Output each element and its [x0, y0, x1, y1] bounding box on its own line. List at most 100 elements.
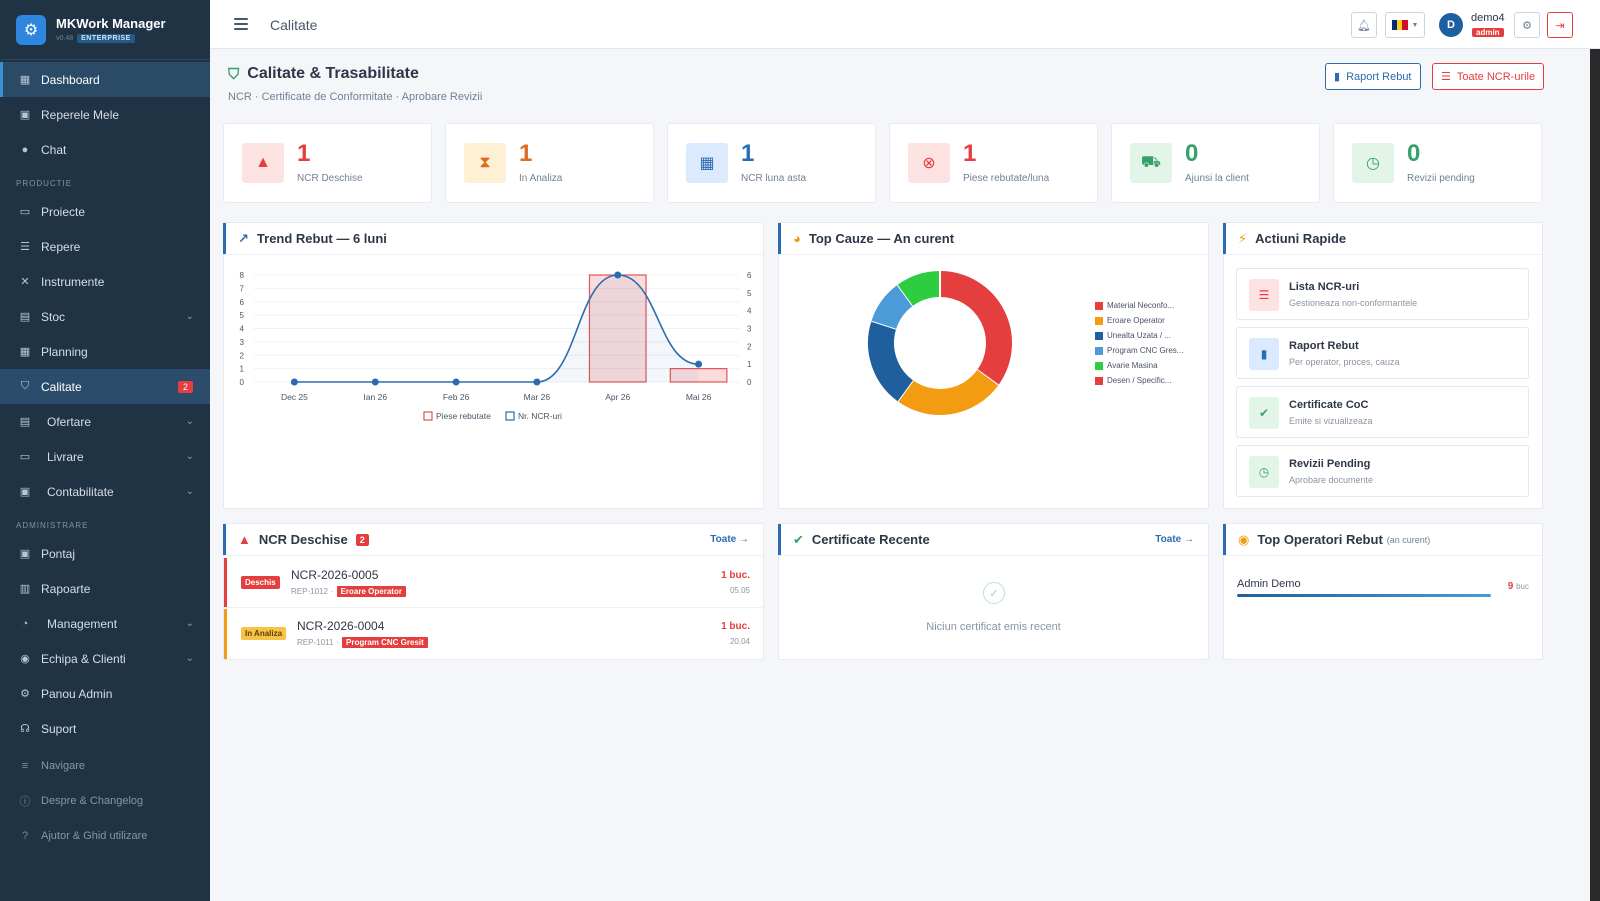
username: demo4 [1471, 12, 1505, 24]
stat-card-piese-rebutate[interactable]: ⊗ 1 Piese rebutate/luna [889, 123, 1098, 203]
stat-card-revizii-pending[interactable]: ◷ 0 Revizii pending [1333, 123, 1542, 203]
sidebar-item-rapoarte[interactable]: ▥ Rapoarte [0, 571, 210, 606]
top-operatori-card: ◉ Top Operatori Rebut (an curent) Admin … [1223, 523, 1543, 660]
x-tick-label: Ian 26 [363, 392, 387, 402]
logout-button[interactable]: ⇥ [1547, 12, 1573, 38]
donut-slice[interactable] [868, 320, 914, 402]
check-badge-icon: ✔ [1249, 397, 1279, 429]
ncr-qty: 1 buc. [721, 570, 750, 581]
quick-action-raport-rebut[interactable]: ▮ Raport Rebut Per operator, proces, cau… [1236, 327, 1529, 379]
settings-button[interactable]: ⚙ [1514, 12, 1540, 38]
sidebar-item-management[interactable]: ◔ Management ⌄ [0, 606, 210, 641]
legend-item[interactable]: Eroare Operator [1095, 313, 1183, 328]
help-icon: ? [21, 829, 29, 842]
bell-icon: 🔔︎ [1357, 19, 1371, 32]
sidebar-item-despre[interactable]: ⓘ Despre & Changelog [0, 783, 210, 818]
section-administrare: ADMINISTRARE [16, 521, 89, 530]
brand[interactable]: ⚙ MKWork Manager v0.48 ENTERPRISE [0, 0, 210, 60]
sidebar-item-ajutor[interactable]: ? Ajutor & Ghid utilizare [0, 818, 210, 853]
ncr-id[interactable]: NCR-2026-0004 [297, 619, 385, 633]
bar-piese-rebutate [669, 368, 728, 383]
sidebar-item-label: Stoc [41, 309, 66, 324]
legend-label: Program CNC Gres... [1107, 346, 1184, 355]
shield-check-icon: ⛉ [228, 65, 240, 83]
ncr-meta: REP-1012 · Eroare Operator [291, 586, 406, 597]
card-title: Trend Rebut — 6 luni [256, 231, 387, 246]
sidebar-item-suport[interactable]: ☊ Suport [0, 711, 210, 746]
legend-label: Avarie Masina [1107, 361, 1158, 370]
legend-item[interactable]: Avarie Masina [1095, 358, 1183, 373]
sidebar-item-ofertare[interactable]: ▤ Ofertare ⌄ [0, 404, 210, 439]
boxes-icon: ▤ [19, 311, 31, 323]
ncr-id[interactable]: NCR-2026-0005 [291, 568, 379, 582]
chat-icon: ● [21, 143, 29, 156]
stat-card-ncr-luna[interactable]: ▦ 1 NCR luna asta [667, 123, 876, 203]
sidebar-item-repere[interactable]: ☰ Repere [0, 229, 210, 264]
point-nr-ncr [452, 378, 460, 386]
sidebar-item-chat[interactable]: ● Chat [0, 132, 210, 167]
stat-value: 1 [297, 140, 311, 167]
sidebar-item-label: Proiecte [41, 204, 86, 219]
sidebar-item-instrumente[interactable]: ✕ Instrumente [0, 264, 210, 299]
sidebar-item-panou-admin[interactable]: ⚙ Panou Admin [0, 676, 210, 711]
sidebar-item-calitate[interactable]: ⛉ Calitate 2 [0, 369, 210, 404]
legend-item[interactable]: Program CNC Gres... [1095, 343, 1183, 358]
quick-action-revizii[interactable]: ◷ Revizii Pending Aprobare documente [1236, 445, 1529, 497]
sidebar-item-label: Pontaj [41, 546, 76, 561]
caret-down-icon: ▼ [1411, 21, 1419, 29]
quick-action-certificate[interactable]: ✔ Certificate CoC Emite si vizualizeaza [1236, 386, 1529, 438]
sidebar-item-navigare[interactable]: ≡ Navigare [0, 748, 210, 783]
operator-unit: buc [1516, 582, 1529, 591]
bar-chart-icon: ▮ [1249, 338, 1279, 370]
users-icon: ◉ [20, 653, 30, 665]
quick-action-title: Certificate CoC [1289, 399, 1369, 411]
calendar-icon: ▦ [686, 143, 728, 183]
table-row[interactable]: In Analiza NCR-2026-0004 REP-1011 · Progra… [224, 609, 764, 659]
bar-piese-rebutate [588, 274, 647, 383]
stat-card-ncr-deschise[interactable]: ▲ 1 NCR Deschise [223, 123, 432, 203]
donut-slice[interactable] [897, 271, 941, 307]
sidebar-item-pontaj[interactable]: ▣ Pontaj [0, 536, 210, 571]
y-tick-right: 6 [747, 271, 752, 280]
sidebar-item-reperele-mele[interactable]: ▣ Reperele Mele [0, 97, 210, 132]
legend-label: Desen / Specific... [1107, 376, 1172, 385]
sidebar-item-label: Dashboard [41, 72, 100, 87]
sidebar-item-label: Contabilitate [47, 484, 114, 499]
stat-card-in-analiza[interactable]: ⧗ 1 In Analiza [445, 123, 654, 203]
sidebar-item-dashboard[interactable]: ▦ Dashboard [0, 62, 210, 97]
sidebar-item-echipa-clienti[interactable]: ◉ Echipa & Clienti ⌄ [0, 641, 210, 676]
hamburger-menu-icon[interactable] [234, 18, 248, 30]
stat-label: Piese rebutate/luna [963, 173, 1050, 184]
toate-ncr-link[interactable]: Toate → [710, 534, 749, 545]
quick-action-subtitle: Gestioneaza non-conformantele [1289, 298, 1418, 308]
legend-item[interactable]: Unealta Uzata / ... [1095, 328, 1183, 343]
card-title: Top Operatori Rebut [1257, 532, 1383, 547]
x-tick-label: Mar 26 [524, 392, 551, 402]
raport-rebut-button[interactable]: ▮ Raport Rebut [1325, 63, 1421, 90]
y-tick-left: 1 [240, 365, 245, 374]
sidebar-item-contabilitate[interactable]: ▣ Contabilitate ⌄ [0, 474, 210, 509]
gear-logo-icon: ⚙ [16, 14, 46, 45]
stat-card-ajunsi-client[interactable]: ⛟ 0 Ajunsi la client [1111, 123, 1320, 203]
donut-slice[interactable] [871, 284, 914, 330]
legend-item[interactable]: Material Neconfo... [1095, 298, 1183, 313]
sidebar-item-stoc[interactable]: ▤ Stoc ⌄ [0, 299, 210, 334]
notifications-button[interactable]: 🔔︎ [1351, 12, 1377, 38]
sidebar-item-planning[interactable]: ▦ Planning [0, 334, 210, 369]
toate-ncr-button[interactable]: ☰ Toate NCR-urile [1432, 63, 1545, 90]
sidebar-item-livrare[interactable]: ▭ Livrare ⌄ [0, 439, 210, 474]
topbar: Calitate 🔔︎ ▼ D demo4 admin ⚙ ⇥ [210, 0, 1600, 49]
avatar[interactable]: D [1439, 13, 1463, 37]
quick-action-lista-ncr[interactable]: ☰ Lista NCR-uri Gestioneaza non-conforma… [1236, 268, 1529, 320]
donut-slice[interactable] [939, 271, 1012, 386]
legend-item[interactable]: Desen / Specific... [1095, 373, 1183, 388]
clock-icon: ◷ [1352, 143, 1394, 183]
donut-slice[interactable] [897, 369, 999, 415]
role-badge: admin [1472, 28, 1504, 37]
language-select[interactable]: ▼ [1385, 12, 1425, 38]
toate-certificate-link[interactable]: Toate → [1155, 534, 1194, 545]
table-row[interactable]: Deschis NCR-2026-0005 REP-1012 · Eroare Op… [224, 558, 764, 608]
sidebar-item-proiecte[interactable]: ▭ Proiecte [0, 194, 210, 229]
cauze-legend: Material Neconfo... Eroare Operator Unea… [1095, 298, 1183, 388]
quick-action-subtitle: Emite si vizualizeaza [1289, 416, 1373, 426]
